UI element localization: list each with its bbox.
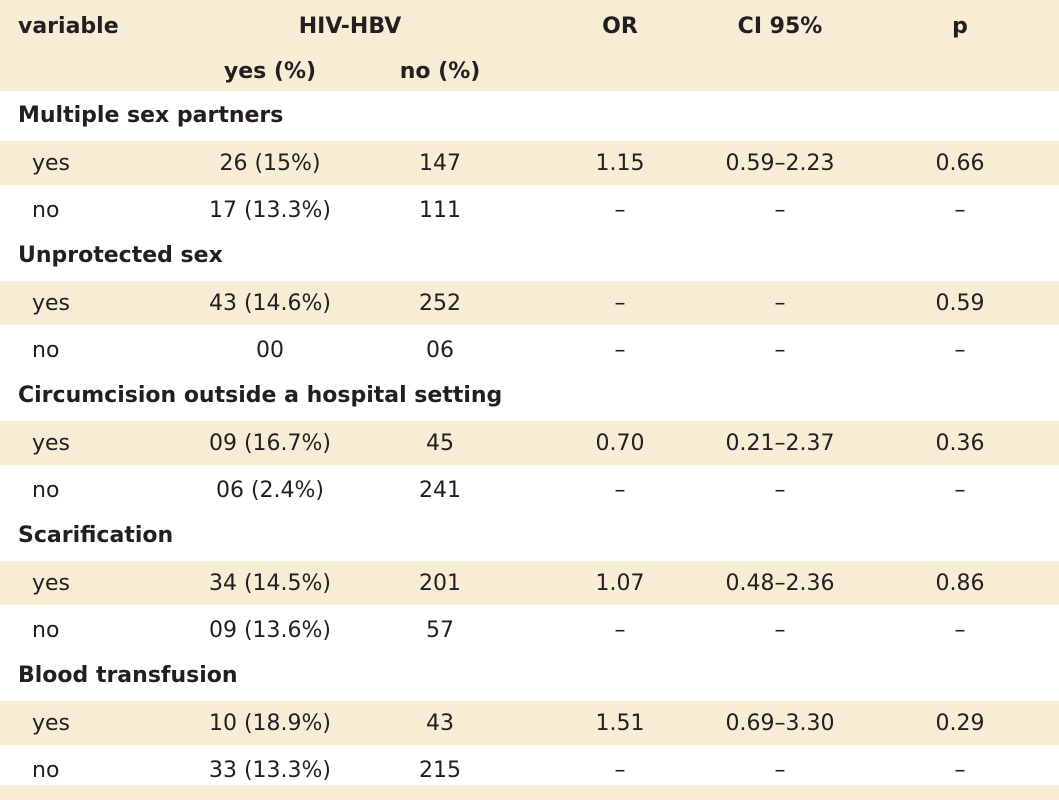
cell-ci: 0.21–2.37 xyxy=(725,430,835,456)
cell-label: yes xyxy=(32,430,71,456)
cell-p: 0.86 xyxy=(935,570,985,596)
cell-label: no xyxy=(32,477,60,503)
section-title: Scarification xyxy=(18,522,174,548)
cell-or: – xyxy=(614,337,626,363)
cell-or: – xyxy=(614,617,626,643)
cell-or: 1.51 xyxy=(595,710,645,736)
cell-or: 1.15 xyxy=(595,150,645,176)
header-group: HIV-HBV xyxy=(298,13,402,39)
table-footer-band xyxy=(0,785,1059,800)
cell-or: – xyxy=(614,290,626,316)
cell-no-count: 147 xyxy=(419,150,461,176)
cell-or: – xyxy=(614,197,626,223)
section-header: Unprotected sex xyxy=(0,232,1059,278)
cell-no-count: 45 xyxy=(426,430,454,456)
table-row: yes 09 (16.7%) 45 0.70 0.21–2.37 0.36 xyxy=(0,418,1059,465)
cell-label: no xyxy=(32,617,60,643)
table-row: no 00 06 – – – xyxy=(0,325,1059,372)
cell-ci: 0.59–2.23 xyxy=(725,150,835,176)
table-row: no 33 (13.3%) 215 – – – xyxy=(0,745,1059,792)
section-header: Scarification xyxy=(0,512,1059,558)
header-variable: variable xyxy=(18,13,119,39)
cell-no-count: 252 xyxy=(419,290,461,316)
cell-label: no xyxy=(32,197,60,223)
cell-p: 0.36 xyxy=(935,430,985,456)
cell-label: yes xyxy=(32,290,71,316)
cell-label: no xyxy=(32,757,60,783)
cell-yes-count: 34 (14.5%) xyxy=(208,570,332,596)
table-row: yes 43 (14.6%) 252 – – 0.59 xyxy=(0,278,1059,325)
cell-ci: – xyxy=(774,290,786,316)
cell-label: no xyxy=(32,337,60,363)
table-header: variable HIV-HBV OR CI 95% p yes (%) no … xyxy=(0,0,1059,91)
cell-p: 0.59 xyxy=(935,290,985,316)
cell-no-count: 241 xyxy=(419,477,461,503)
table-row: yes 10 (18.9%) 43 1.51 0.69–3.30 0.29 xyxy=(0,698,1059,745)
header-p: p xyxy=(952,13,968,39)
cell-yes-count: 10 (18.9%) xyxy=(208,710,332,736)
cell-no-count: 57 xyxy=(426,617,454,643)
cell-label: yes xyxy=(32,570,71,596)
header-or: OR xyxy=(602,13,638,39)
cell-yes-count: 09 (13.6%) xyxy=(208,617,332,643)
header-no: no (%) xyxy=(399,59,481,84)
table-row: no 17 (13.3%) 111 – – – xyxy=(0,185,1059,232)
cell-p: – xyxy=(954,617,966,643)
cell-yes-count: 06 (2.4%) xyxy=(215,477,325,503)
section-title: Multiple sex partners xyxy=(18,102,284,128)
cell-yes-count: 00 xyxy=(256,337,284,363)
cell-or: – xyxy=(614,757,626,783)
cell-ci: – xyxy=(774,337,786,363)
cell-p: – xyxy=(954,197,966,223)
cell-no-count: 215 xyxy=(419,757,461,783)
table-row: yes 26 (15%) 147 1.15 0.59–2.23 0.66 xyxy=(0,138,1059,185)
cell-or: 1.07 xyxy=(595,570,645,596)
cell-ci: – xyxy=(774,197,786,223)
section-title: Unprotected sex xyxy=(18,242,223,268)
cell-or: 0.70 xyxy=(595,430,645,456)
cell-no-count: 111 xyxy=(419,197,461,223)
cell-yes-count: 43 (14.6%) xyxy=(208,290,332,316)
cell-no-count: 43 xyxy=(426,710,454,736)
cell-ci: – xyxy=(774,757,786,783)
section-header: Circumcision outside a hospital setting xyxy=(0,372,1059,418)
cell-or: – xyxy=(614,477,626,503)
cell-label: yes xyxy=(32,150,71,176)
cell-ci: 0.48–2.36 xyxy=(725,570,835,596)
cell-yes-count: 26 (15%) xyxy=(219,150,321,176)
cell-ci: – xyxy=(774,477,786,503)
table-row: yes 34 (14.5%) 201 1.07 0.48–2.36 0.86 xyxy=(0,558,1059,605)
table-row: no 09 (13.6%) 57 – – – xyxy=(0,605,1059,652)
cell-label: yes xyxy=(32,710,71,736)
section-title: Circumcision outside a hospital setting xyxy=(18,382,503,408)
cell-ci: 0.69–3.30 xyxy=(725,710,835,736)
cell-p: – xyxy=(954,477,966,503)
cell-yes-count: 09 (16.7%) xyxy=(208,430,332,456)
cell-no-count: 201 xyxy=(419,570,461,596)
section-header: Blood transfusion xyxy=(0,652,1059,698)
cell-p: 0.66 xyxy=(935,150,985,176)
cell-yes-count: 17 (13.3%) xyxy=(208,197,332,223)
cell-p: – xyxy=(954,337,966,363)
section-title: Blood transfusion xyxy=(18,662,238,688)
cell-no-count: 06 xyxy=(426,337,454,363)
section-header: Multiple sex partners xyxy=(0,92,1059,138)
table-row: no 06 (2.4%) 241 – – – xyxy=(0,465,1059,512)
header-yes: yes (%) xyxy=(223,59,317,84)
cell-p: – xyxy=(954,757,966,783)
cell-yes-count: 33 (13.3%) xyxy=(208,757,332,783)
cell-ci: – xyxy=(774,617,786,643)
cell-p: 0.29 xyxy=(935,710,985,736)
header-ci: CI 95% xyxy=(737,13,823,39)
